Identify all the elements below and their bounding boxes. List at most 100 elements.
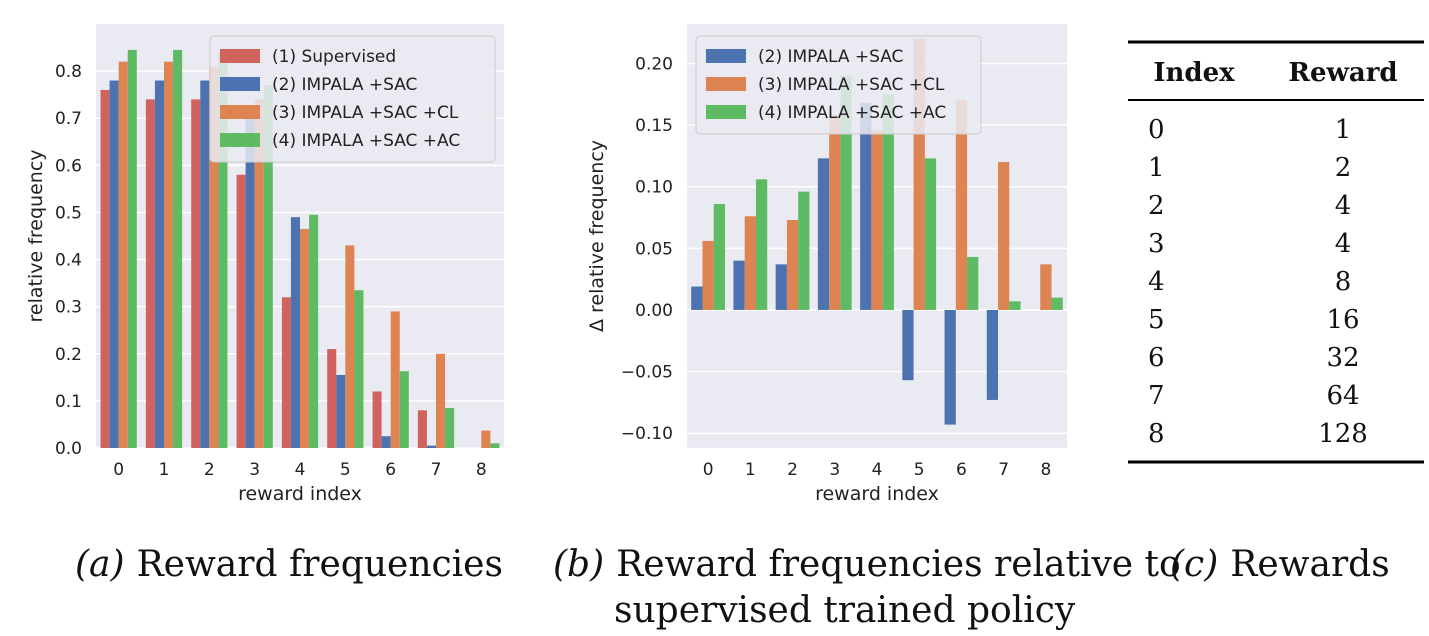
x-tick-label: 0 xyxy=(703,460,714,480)
chart-b-xlabel: reward index xyxy=(815,483,939,505)
legend-label: (3) IMPALA +SAC +CL xyxy=(272,103,459,123)
bar-impala-sac-cl-4 xyxy=(300,228,310,448)
table-header-reward: Reward xyxy=(1288,58,1397,88)
bar-impala-sac-2 xyxy=(775,264,787,310)
legend-box xyxy=(695,35,982,135)
table-cell-index: 1 xyxy=(1148,153,1165,183)
y-tick-label: −0.10 xyxy=(621,424,673,444)
chart-a-legend: (1) Supervised (2) IMPALA +SAC (3) IMPALA … xyxy=(209,35,496,163)
table-cell-reward: 2 xyxy=(1335,153,1352,183)
bar-supervised-3 xyxy=(236,174,246,448)
caption-b-line2: supervised trained policy xyxy=(614,590,1076,631)
y-tick-label: 0.00 xyxy=(635,301,673,321)
table-cell-index: 7 xyxy=(1148,381,1165,411)
x-tick-label: 5 xyxy=(340,460,351,480)
bar-impala-sac-cl-5 xyxy=(913,38,925,310)
bar-impala-sac-cl-4 xyxy=(871,130,883,310)
legend-label: (2) IMPALA +SAC xyxy=(758,47,903,67)
table-cell-index: 5 xyxy=(1148,305,1165,335)
legend-swatch xyxy=(706,105,746,119)
table-cell-index: 8 xyxy=(1148,419,1165,449)
x-tick-label: 2 xyxy=(787,460,798,480)
bar-impala-sac-ac-4 xyxy=(882,94,894,310)
x-tick-label: 3 xyxy=(249,460,260,480)
y-tick-label: 0.20 xyxy=(635,54,673,74)
y-tick-label: 0.4 xyxy=(55,251,82,271)
table-cell-reward: 64 xyxy=(1326,381,1359,411)
bar-impala-sac-cl-1 xyxy=(744,216,756,310)
x-tick-label: 0 xyxy=(113,460,124,480)
chart-a-reward-frequencies: 0.0 0.1 0.2 0.3 0.4 0.5 0.6 0.7 0.8 0 1 2 3 4 5 6 7 8 re… xyxy=(25,24,504,505)
x-tick-label: 7 xyxy=(431,460,442,480)
legend-label: (1) Supervised xyxy=(272,47,396,67)
y-tick-label: 0.1 xyxy=(55,392,82,412)
bar-supervised-4 xyxy=(281,297,291,448)
bar-supervised-0 xyxy=(100,89,110,448)
table-cell-reward: 16 xyxy=(1326,305,1359,335)
table-cell-reward: 4 xyxy=(1335,229,1352,259)
bar-impala-sac-cl-0 xyxy=(702,240,714,310)
bar-impala-sac-2 xyxy=(200,80,210,449)
bar-supervised-2 xyxy=(191,99,201,448)
bar-impala-sac-4 xyxy=(860,102,872,310)
bar-impala-sac-ac-3 xyxy=(840,75,852,310)
legend-label: (3) IMPALA +SAC +CL xyxy=(758,75,945,95)
caption-c: (c) Rewards xyxy=(1170,544,1390,585)
bar-impala-sac-cl-3 xyxy=(829,115,841,310)
legend-swatch xyxy=(220,105,260,119)
table-cell-index: 3 xyxy=(1148,229,1165,259)
chart-b-relative-frequencies: 0.20 0.15 0.10 0.05 0.00 −0.05 −0.10 0 1 2 3 4 5 6 7 8… xyxy=(586,24,1067,505)
bar-impala-sac-ac-8 xyxy=(490,443,500,448)
bar-impala-sac-ac-6 xyxy=(967,256,979,310)
bar-impala-sac-cl-0 xyxy=(118,61,128,448)
bar-impala-sac-cl-1 xyxy=(164,61,174,448)
legend-box xyxy=(209,35,496,163)
x-tick-label: 6 xyxy=(956,460,967,480)
y-tick-label: 0.2 xyxy=(55,345,82,365)
bar-supervised-1 xyxy=(145,99,155,448)
table-cell-reward: 32 xyxy=(1326,343,1359,373)
table-cell-reward: 8 xyxy=(1335,267,1352,297)
bar-supervised-5 xyxy=(327,349,337,448)
bar-impala-sac-ac-4 xyxy=(309,214,319,448)
legend-swatch xyxy=(220,49,260,63)
chart-a-xlabel: reward index xyxy=(238,483,362,505)
bar-impala-sac-ac-2 xyxy=(798,191,810,310)
bar-impala-sac-ac-7 xyxy=(1009,301,1021,310)
table-cell-reward: 128 xyxy=(1318,419,1368,449)
bar-impala-sac-7 xyxy=(986,309,999,400)
bar-impala-sac-0 xyxy=(109,80,119,449)
bar-supervised-6 xyxy=(372,391,382,448)
bar-impala-sac-ac-0 xyxy=(713,203,725,310)
bar-impala-sac-cl-7 xyxy=(436,353,446,448)
y-tick-label: 0.15 xyxy=(635,116,673,136)
bar-impala-sac-6 xyxy=(944,309,956,425)
y-tick-label: 0.5 xyxy=(55,203,82,223)
bar-impala-sac-ac-7 xyxy=(445,407,455,448)
bar-impala-sac-cl-2 xyxy=(209,66,219,449)
bar-impala-sac-5 xyxy=(902,309,914,381)
x-tick-label: 1 xyxy=(745,460,756,480)
bar-impala-sac-cl-6 xyxy=(955,100,968,310)
bar-impala-sac-ac-5 xyxy=(924,158,937,310)
bar-impala-sac-5 xyxy=(336,374,346,448)
bar-impala-sac-cl-5 xyxy=(345,245,355,448)
legend-swatch xyxy=(706,77,746,91)
bar-impala-sac-ac-1 xyxy=(173,49,183,449)
bar-impala-sac-cl-6 xyxy=(390,311,400,448)
legend-label: (4) IMPALA +SAC +AC xyxy=(272,131,460,151)
bar-impala-sac-ac-1 xyxy=(755,179,768,310)
table-cell-reward: 1 xyxy=(1335,115,1352,145)
bar-impala-sac-1 xyxy=(154,80,164,449)
bar-impala-sac-ac-8 xyxy=(1051,297,1063,310)
x-tick-label: 8 xyxy=(1040,460,1051,480)
bar-impala-sac-cl-8 xyxy=(481,430,491,448)
bar-impala-sac-ac-2 xyxy=(218,52,228,449)
bar-impala-sac-ac-0 xyxy=(127,49,137,449)
legend-swatch xyxy=(706,49,746,63)
legend-swatch xyxy=(220,133,260,147)
x-tick-label: 4 xyxy=(872,460,883,480)
y-tick-label: 0.7 xyxy=(55,109,82,129)
bar-impala-sac-6 xyxy=(381,436,391,448)
